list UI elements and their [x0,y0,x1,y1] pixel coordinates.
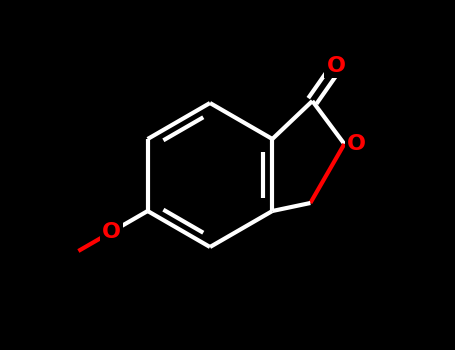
Text: O: O [102,222,121,242]
Text: O: O [347,134,366,154]
Text: O: O [327,56,346,76]
